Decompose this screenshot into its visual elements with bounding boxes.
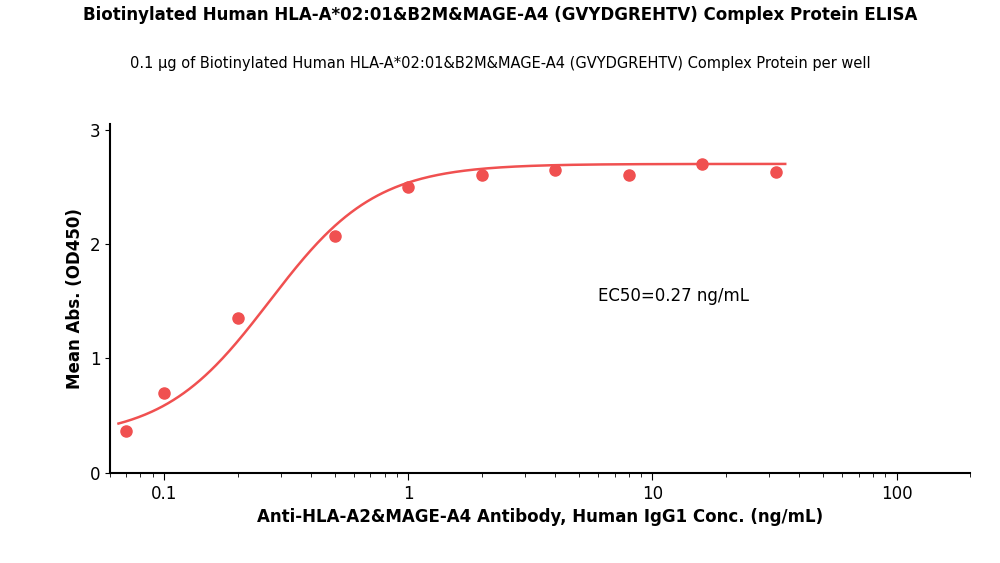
Point (156, 388, 172, 397)
Point (694, 159, 710, 168)
Point (230, 314, 246, 323)
Point (621, 171, 637, 180)
Point (327, 231, 343, 240)
Point (474, 171, 490, 180)
Point (400, 182, 416, 191)
Text: Biotinylated Human HLA-A*02:01&B2M&MAGE-A4 (GVYDGREHTV) Complex Protein ELISA: Biotinylated Human HLA-A*02:01&B2M&MAGE-… (83, 6, 917, 24)
Point (547, 165, 563, 174)
Y-axis label: Mean Abs. (OD450): Mean Abs. (OD450) (66, 208, 84, 389)
Text: EC50=0.27 ng/mL: EC50=0.27 ng/mL (598, 287, 749, 305)
Point (768, 167, 784, 176)
Point (118, 426, 134, 435)
Text: 0.1 μg of Biotinylated Human HLA-A*02:01&B2M&MAGE-A4 (GVYDGREHTV) Complex Protei: 0.1 μg of Biotinylated Human HLA-A*02:01… (130, 56, 870, 72)
X-axis label: Anti-HLA-A2&MAGE-A4 Antibody, Human IgG1 Conc. (ng/mL): Anti-HLA-A2&MAGE-A4 Antibody, Human IgG1… (257, 508, 823, 526)
